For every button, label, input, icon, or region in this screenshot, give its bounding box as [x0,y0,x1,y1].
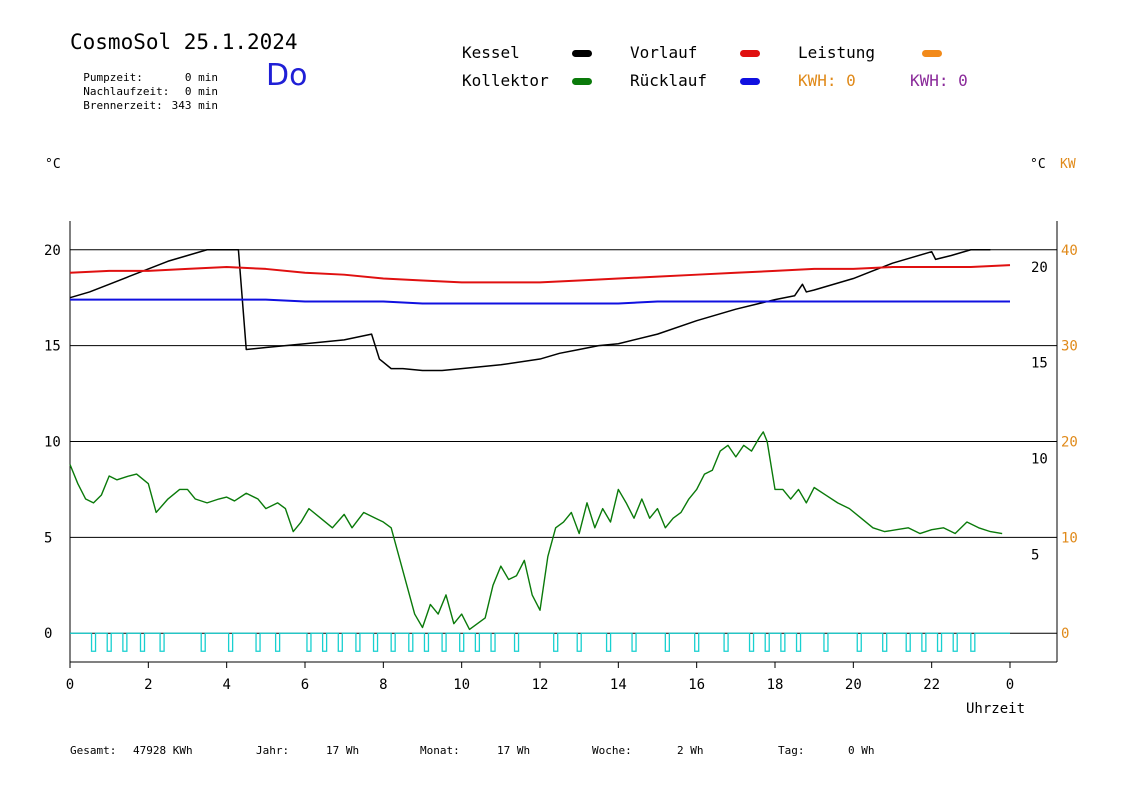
legend-label-kessel: Kessel [462,43,520,62]
x-tick-label: 10 [453,677,470,693]
stat-label: Nachlaufzeit: [83,85,170,98]
stat-pumpzeit: Pumpzeit: 0 min [70,58,218,84]
x-axis-label: Uhrzeit [966,701,1026,717]
legend-swatch-kollektor [572,78,592,85]
x-tick-label: 20 [845,677,862,693]
kwh-readout-2: KWH: 0 [910,71,968,90]
x-tick-label: 12 [532,677,549,693]
x-tick-label: 4 [222,677,230,693]
series-ruecklauf-line [70,298,1010,305]
right-kw-tick-label: 30 [1061,339,1078,355]
footer-tag-value: 0 Wh [848,744,875,757]
right-temp-tick-label: 5 [1031,547,1039,563]
kwh-readout-1: KWH: 0 [798,71,856,90]
stat-label: Brennerzeit: [83,99,163,112]
chart-title: CosmoSol 25.1.2024 [70,30,298,54]
stat-value: 343 min [171,99,218,112]
legend-label-ruecklauf: Rücklauf [630,71,708,90]
x-tick-label: 0 [1006,677,1014,693]
footer-woche-label: Woche: [592,744,632,757]
stat-label: Pumpzeit: [83,71,143,84]
x-tick-label: 8 [379,677,387,693]
x-tick-label: 6 [301,677,309,693]
weekday-label: Do [266,58,308,93]
series-kessel-line [69,249,991,372]
y-tick-label: 0 [44,626,52,642]
footer-monat-value: 17 Wh [497,744,531,757]
x-tick-label: 2 [144,677,152,693]
stat-value: 0 min [184,85,218,98]
x-tick-label: 0 [66,677,74,693]
footer-monat-label: Monat: [420,744,460,757]
right-temp-tick-label: 10 [1031,452,1048,468]
y-tick-label: 20 [44,243,61,259]
footer-tag-label: Tag: [778,744,805,757]
y-tick-label: 10 [44,435,61,451]
right-kw-tick-label: 10 [1061,530,1078,546]
y-tick-label: 15 [44,339,61,355]
right-kw-tick-label: 20 [1061,435,1078,451]
legend-label-leistung: Leistung [798,43,876,62]
footer-woche-value: 2 Wh [677,744,704,757]
right-kw-tick-label: 40 [1061,243,1078,259]
legend-label-kollektor: Kollektor [462,71,549,90]
footer-gesamt-label: Gesamt: [70,744,117,757]
footer-jahr-label: Jahr: [256,744,290,757]
legend-swatch-ruecklauf [740,78,760,85]
series-vorlauf-line [69,264,1011,284]
x-tick-label: 14 [610,677,627,693]
footer-jahr-value: 17 Wh [326,744,360,757]
left-axis-unit: °C [45,157,61,172]
x-tick-label: 18 [767,677,784,693]
right-temp-tick-label: 15 [1031,356,1048,372]
right-kw-tick-label: 0 [1061,626,1069,642]
x-tick-label: 16 [688,677,705,693]
right-axis-kw-unit: KW [1060,157,1076,172]
stat-nachlaufzeit: Nachlaufzeit: 0 min [70,72,218,98]
x-tick-label: 22 [923,677,940,693]
stat-brennerzeit: Brennerzeit: 343 min [70,86,218,112]
legend-swatch-vorlauf [740,50,760,57]
stat-value: 0 min [184,71,218,84]
right-temp-tick-label: 20 [1031,260,1048,276]
footer-gesamt-value: 47928 KWh [133,744,193,757]
legend-swatch-kessel [572,50,592,57]
legend-label-vorlauf: Vorlauf [630,43,698,62]
series-leistung-line [70,632,1010,652]
series-kollektor-line [69,431,1003,631]
y-tick-label: 5 [44,530,52,546]
right-axis-unit: °C [1030,157,1046,172]
legend-swatch-leistung [922,50,942,57]
